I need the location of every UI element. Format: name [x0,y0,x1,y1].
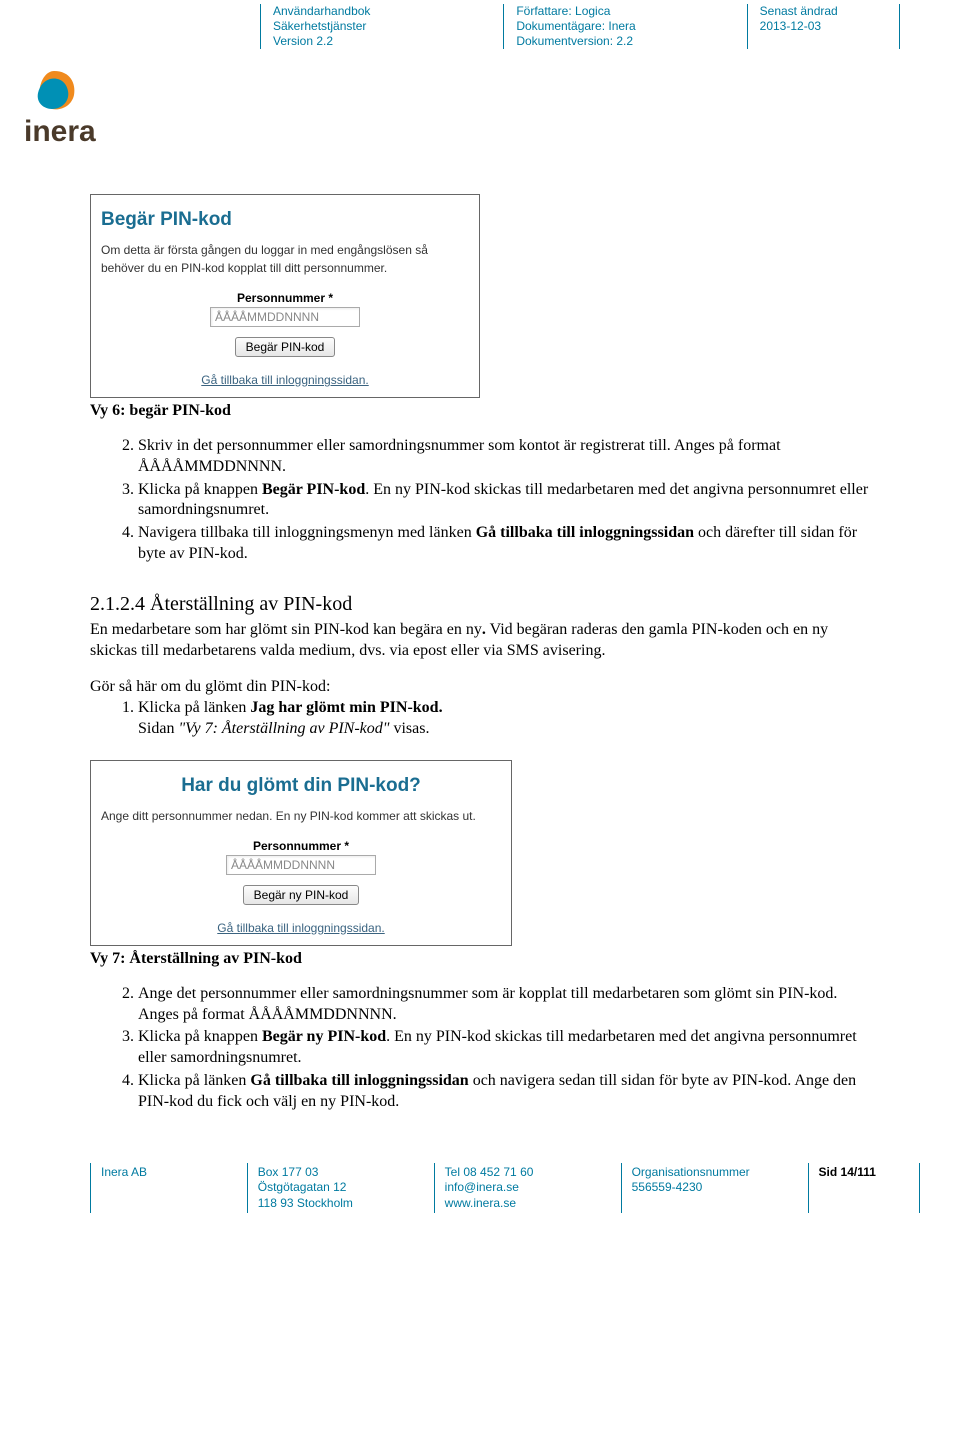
panel-description: Ange ditt personnummer nedan. En ny PIN-… [101,807,503,825]
header-line: Författare: Logica [516,4,734,19]
doc-footer: Inera AB Box 177 03 Östgötagatan 12 118 … [90,1163,920,1214]
header-line: Senast ändrad [760,4,887,19]
footer-col-page: Sid 14/111 [808,1163,921,1214]
header-line: Dokumentägare: Inera [516,19,734,34]
back-to-login-link[interactable]: Gå tillbaka till inloggningssidan. [99,373,471,387]
header-col-3: Senast ändrad 2013-12-03 [747,4,900,49]
list-item: Skriv in det personnummer eller samordni… [138,436,870,478]
header-col-2: Författare: Logica Dokumentägare: Inera … [503,4,746,49]
panel-title: Har du glömt din PIN-kod? [99,775,503,797]
personnummer-label: Personnummer * [99,839,503,853]
begär-pin-button[interactable]: Begär PIN-kod [235,337,336,357]
panel-description: Om detta är första gången du loggar in m… [101,241,471,277]
steps-list-2: Ange det personnummer eller samordningsn… [90,984,870,1113]
doc-header: Användarhandbok Säkerhetstjänster Versio… [260,0,900,55]
back-to-login-link[interactable]: Gå tillbaka till inloggningssidan. [99,921,503,935]
footer-col: Box 177 03 Östgötagatan 12 118 93 Stockh… [247,1163,434,1214]
ui-panel-glömt-pin: Har du glömt din PIN-kod? Ange ditt pers… [90,760,512,946]
body-paragraph: Gör så här om du glömt din PIN-kod: [90,677,870,698]
section-heading: 2.1.2.4 Återställning av PIN-kod [90,593,870,616]
footer-col: Inera AB [90,1163,247,1214]
header-col-1: Användarhandbok Säkerhetstjänster Versio… [260,4,503,49]
header-line: Användarhandbok [273,4,491,19]
panel-title: Begär PIN-kod [101,209,471,231]
list-item: Klicka på knappen Begär ny PIN-kod. En n… [138,1027,870,1069]
header-line: 2013-12-03 [760,19,887,34]
figure-caption: Vy 6: begär PIN-kod [90,402,870,420]
inera-logo-icon: inera [24,69,134,149]
header-line: Dokumentversion: 2.2 [516,34,734,49]
begär-ny-pin-button[interactable]: Begär ny PIN-kod [243,885,360,905]
personnummer-input[interactable]: ÅÅÅÅMMDDNNNN [226,855,376,875]
body-paragraph: En medarbetare som har glömt sin PIN-kod… [90,620,870,662]
personnummer-input[interactable]: ÅÅÅÅMMDDNNNN [210,307,360,327]
ui-panel-begär-pin: Begär PIN-kod Om detta är första gången … [90,194,480,398]
logo: inera [24,69,960,154]
header-line: Säkerhetstjänster [273,19,491,34]
footer-col: Tel 08 452 71 60 info@inera.se www.inera… [434,1163,621,1214]
list-item: Navigera tillbaka till inloggningsmenyn … [138,523,870,565]
steps-list-forgot: Klicka på länken Jag har glömt min PIN-k… [90,698,870,740]
figure-caption: Vy 7: Återställning av PIN-kod [90,950,870,968]
page-number: Sid 14/111 [819,1165,910,1181]
steps-list-1: Skriv in det personnummer eller samordni… [90,436,870,565]
list-item: Ange det personnummer eller samordningsn… [138,984,870,1026]
list-item: Klicka på länken Jag har glömt min PIN-k… [138,698,870,740]
logo-text: inera [24,115,96,148]
list-item: Klicka på länken Gå tillbaka till inlogg… [138,1071,870,1113]
footer-col: Organisationsnummer 556559-4230 [621,1163,808,1214]
list-item: Klicka på knappen Begär PIN-kod. En ny P… [138,480,870,522]
header-line: Version 2.2 [273,34,491,49]
personnummer-label: Personnummer * [99,291,471,305]
